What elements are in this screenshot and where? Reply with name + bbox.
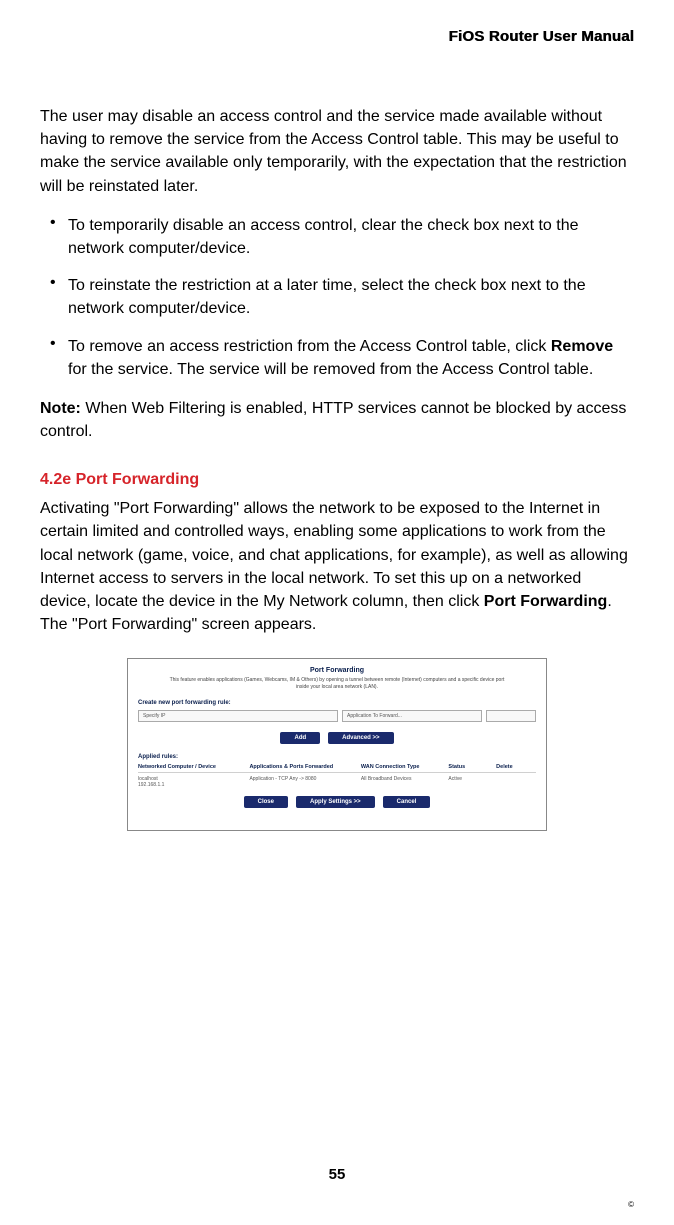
bullet-item: • To temporarily disable an access contr… — [40, 214, 634, 260]
sc-button-row-1: Add Advanced >> — [138, 732, 536, 744]
sc-col-apps: Applications & Ports Forwarded — [249, 764, 360, 770]
sc-ip-dropdown[interactable]: Specify IP — [138, 710, 338, 722]
sc-applied-label: Applied rules: — [138, 754, 536, 760]
section-heading: 4.2e Port Forwarding — [40, 471, 634, 489]
bullet-list: • To temporarily disable an access contr… — [40, 214, 634, 381]
sc-cell-delete[interactable] — [496, 776, 536, 788]
note-paragraph: Note: When Web Filtering is enabled, HTT… — [40, 397, 634, 443]
bullet-text: To remove an access restriction from the… — [68, 335, 634, 381]
bullet-item: • To remove an access restriction from t… — [40, 335, 634, 381]
bullet-dot-icon: • — [50, 214, 68, 260]
sc-description: This feature enables applications (Games… — [138, 677, 536, 690]
sc-app-dropdown[interactable]: Application To Forward... — [342, 710, 482, 722]
sc-create-label: Create new port forwarding rule: — [138, 700, 536, 706]
port-forwarding-screenshot: Port Forwarding This feature enables app… — [127, 658, 547, 831]
bullet3-post: for the service. The service will be rem… — [68, 361, 593, 378]
section-name: Port Forwarding — [71, 471, 199, 488]
bullet-dot-icon: • — [50, 335, 68, 381]
port-forwarding-paragraph: Activating "Port Forwarding" allows the … — [40, 497, 634, 636]
sc-col-device: Networked Computer / Device — [138, 764, 249, 770]
sc-cell-device: localhost 192.168.1.1 — [138, 776, 249, 788]
sc-rule-row: Specify IP Application To Forward... — [138, 710, 536, 722]
sc-table-row: localhost 192.168.1.1 Application - TCP … — [138, 776, 536, 788]
header-title: FiOS Router User Manual — [40, 28, 634, 45]
sc-col-wan: WAN Connection Type — [361, 764, 449, 770]
note-text: When Web Filtering is enabled, HTTP serv… — [40, 400, 626, 440]
sc-cell-apps: Application - TCP Any -> 8080 — [249, 776, 360, 788]
sc-add-button[interactable]: Add — [280, 732, 320, 744]
sc-col-delete: Delete — [496, 764, 536, 770]
sc-title: Port Forwarding — [138, 667, 536, 674]
sc-table: Networked Computer / Device Applications… — [138, 764, 536, 788]
note-label: Note: — [40, 400, 81, 417]
sc-table-header: Networked Computer / Device Applications… — [138, 764, 536, 773]
sc-cell-status: Active — [448, 776, 496, 788]
sc-cell-wan: All Broadband Devices — [361, 776, 449, 788]
bullet3-pre: To remove an access restriction from the… — [68, 338, 551, 355]
bullet-text: To reinstate the restriction at a later … — [68, 274, 634, 320]
sc-col-status: Status — [448, 764, 496, 770]
sc-cancel-button[interactable]: Cancel — [383, 796, 431, 808]
sc-extra-dropdown[interactable] — [486, 710, 536, 722]
sc-cell-ip: 192.168.1.1 — [138, 782, 249, 788]
section-number: 4.2e — [40, 471, 71, 488]
intro-paragraph: The user may disable an access control a… — [40, 105, 634, 198]
copyright-symbol: © — [628, 1200, 634, 1209]
bullet-item: • To reinstate the restriction at a late… — [40, 274, 634, 320]
page-number: 55 — [0, 1166, 674, 1183]
bullet3-bold: Remove — [551, 338, 613, 355]
pf-bold: Port Forwarding — [484, 593, 608, 610]
bullet-dot-icon: • — [50, 274, 68, 320]
sc-advanced-button[interactable]: Advanced >> — [328, 732, 393, 744]
sc-apply-button[interactable]: Apply Settings >> — [296, 796, 375, 808]
sc-button-row-2: Close Apply Settings >> Cancel — [138, 796, 536, 808]
sc-close-button[interactable]: Close — [244, 796, 288, 808]
bullet-text: To temporarily disable an access control… — [68, 214, 634, 260]
